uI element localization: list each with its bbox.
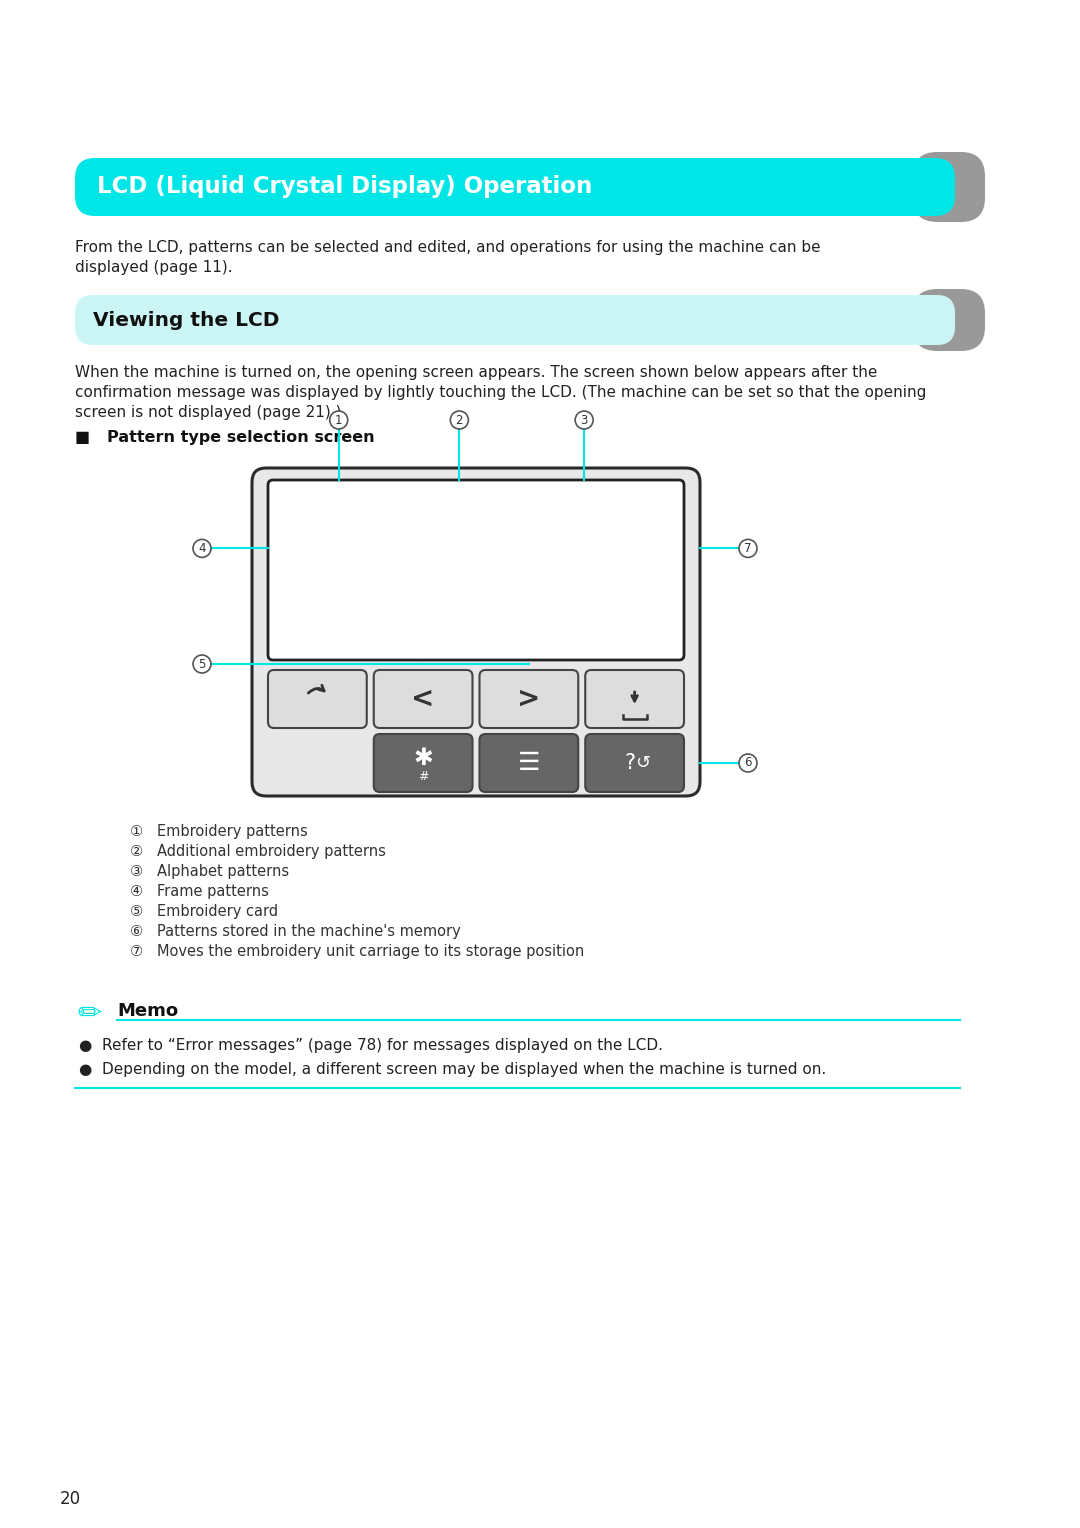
Text: Memo: Memo [117,1002,178,1021]
Text: 2: 2 [456,414,463,426]
FancyBboxPatch shape [75,295,955,345]
Text: When the machine is turned on, the opening screen appears. The screen shown belo: When the machine is turned on, the openi… [75,365,877,380]
Text: <: < [411,685,435,714]
Text: LCD (Liquid Crystal Display) Operation: LCD (Liquid Crystal Display) Operation [97,176,592,199]
FancyBboxPatch shape [374,669,473,727]
Circle shape [739,539,757,558]
Text: displayed (page 11).: displayed (page 11). [75,260,232,275]
Text: 1: 1 [335,414,342,426]
FancyBboxPatch shape [75,157,955,215]
Circle shape [193,656,211,672]
Text: ①   Embroidery patterns: ① Embroidery patterns [130,824,308,839]
Text: 7: 7 [744,542,752,555]
Text: confirmation message was displayed by lightly touching the LCD. (The machine can: confirmation message was displayed by li… [75,385,927,400]
Circle shape [739,753,757,772]
FancyBboxPatch shape [913,151,985,222]
Text: ?: ? [624,753,635,773]
Circle shape [193,539,211,558]
Text: From the LCD, patterns can be selected and edited, and operations for using the : From the LCD, patterns can be selected a… [75,240,821,255]
FancyBboxPatch shape [268,480,684,660]
Text: #: # [418,770,429,782]
FancyBboxPatch shape [480,733,578,792]
Text: ③   Alphabet patterns: ③ Alphabet patterns [130,863,289,879]
FancyBboxPatch shape [374,733,473,792]
FancyBboxPatch shape [480,669,578,727]
FancyBboxPatch shape [585,733,684,792]
Text: 4: 4 [199,542,206,555]
Text: ②   Additional embroidery patterns: ② Additional embroidery patterns [130,843,386,859]
Text: Viewing the LCD: Viewing the LCD [93,310,280,330]
Text: >: > [517,685,541,714]
Text: ⑦   Moves the embroidery unit carriage to its storage position: ⑦ Moves the embroidery unit carriage to … [130,944,584,960]
FancyBboxPatch shape [585,669,684,727]
Text: 20: 20 [60,1490,81,1508]
Text: 3: 3 [580,414,588,426]
Text: ■   Pattern type selection screen: ■ Pattern type selection screen [75,429,375,445]
Text: ☰: ☰ [517,750,540,775]
FancyBboxPatch shape [268,669,367,727]
Text: ⑥   Patterns stored in the machine's memory: ⑥ Patterns stored in the machine's memor… [130,924,461,940]
Circle shape [450,411,469,429]
Text: ✱: ✱ [414,746,433,770]
FancyBboxPatch shape [913,289,985,351]
Circle shape [576,411,593,429]
Text: ↺: ↺ [635,753,650,772]
Text: ●  Depending on the model, a different screen may be displayed when the machine : ● Depending on the model, a different sc… [79,1062,826,1077]
Text: 5: 5 [199,657,205,671]
Text: ✏: ✏ [77,999,102,1028]
Text: screen is not displayed (page 21).): screen is not displayed (page 21).) [75,405,341,420]
Text: ④   Frame patterns: ④ Frame patterns [130,885,269,898]
FancyBboxPatch shape [252,468,700,796]
Text: ●  Refer to “Error messages” (page 78) for messages displayed on the LCD.: ● Refer to “Error messages” (page 78) fo… [79,1038,663,1053]
Circle shape [329,411,348,429]
Text: 6: 6 [744,756,752,770]
Text: ⑤   Embroidery card: ⑤ Embroidery card [130,905,279,918]
